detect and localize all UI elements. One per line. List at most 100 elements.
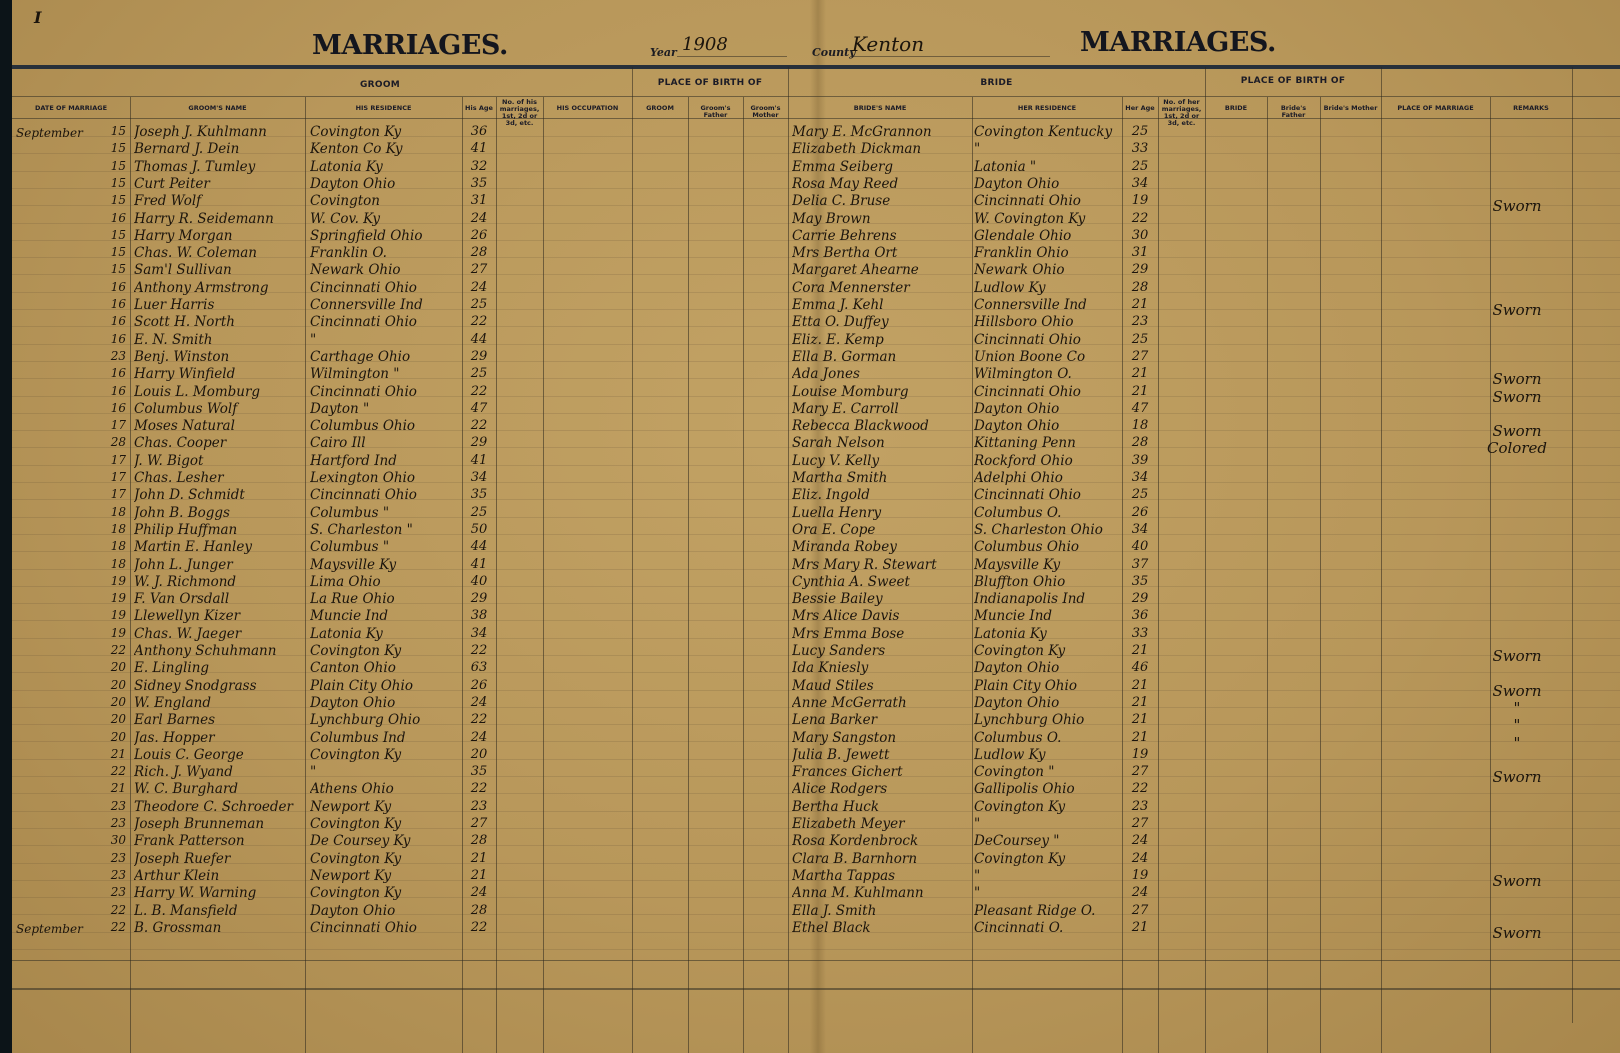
date-day: 23 [110,868,126,882]
bride-age: 25 [1131,332,1149,347]
bride-age: 25 [1131,487,1149,502]
groom-age: 24 [470,885,488,900]
bride-residence: Franklin Ohio [974,245,1069,261]
bride-age: 24 [1131,885,1149,900]
bride-residence: " [974,885,981,901]
groom-age: 27 [470,262,488,277]
bride-name: Ethel Black [792,920,871,936]
groom-name: Harry R. Seidemann [134,211,274,227]
group-header-bride-birth: PLACE OF BIRTH OF [1240,76,1346,86]
column-divider [788,67,789,1053]
bride-age: 40 [1131,539,1149,554]
remark: Colored [1487,439,1547,457]
date-day: 17 [110,453,126,467]
date-day: 20 [110,678,126,692]
groom-name: Fred Wolf [134,193,202,209]
column-divider [1490,97,1491,1053]
column-divider [1572,67,1573,1023]
remark: Sworn [1492,682,1542,700]
groom-residence: Dayton Ohio [310,695,396,711]
ruled-line [12,603,1620,604]
column-header: BRIDE [1224,104,1248,112]
column-divider [496,97,497,1053]
groom-age: 22 [470,712,488,727]
date-day: 18 [110,539,126,553]
groom-name: Louis L. Momburg [134,384,261,400]
ruled-line [12,551,1620,552]
group-header-bride: BRIDE [980,78,1013,88]
bride-name: Martha Tappas [792,868,896,884]
bride-name: Elizabeth Dickman [792,141,922,157]
bride-age: 28 [1131,280,1149,295]
bride-age: 27 [1131,816,1149,831]
bride-residence: Columbus Ohio [974,539,1080,555]
bride-name: Rosa Kordenbrock [792,833,919,849]
county-value: Kenton [852,32,925,56]
groom-name: Harry W. Warning [134,885,257,901]
bride-residence: Newark Ohio [974,262,1065,278]
groom-name: John L. Junger [134,557,233,573]
groom-age: 26 [470,678,488,693]
groom-residence: Newport Ky [310,799,392,815]
groom-name: Anthony Schuhmann [134,643,277,659]
ruled-line [12,517,1620,518]
column-divider [1158,97,1159,1053]
date-day: 23 [110,851,126,865]
bride-residence: Plain City Ohio [974,678,1077,694]
bride-age: 21 [1131,695,1149,710]
bride-name: Mary E. McGrannon [792,124,932,140]
ruled-line [12,344,1620,345]
bride-name: Mrs Alice Davis [792,608,900,624]
ruled-line [12,776,1620,777]
groom-name: Joseph Ruefer [134,851,231,867]
ruled-line [12,257,1620,258]
bride-residence: Maysville Ky [974,557,1061,573]
ruled-line [12,413,1620,414]
groom-residence: Hartford Ind [310,453,397,469]
column-header: HIS OCCUPATION [556,104,619,112]
column-divider [688,97,689,1053]
groom-age: 41 [470,141,488,156]
bride-name: Mrs Bertha Ort [792,245,898,261]
bride-residence: Latonia Ky [974,626,1047,642]
bride-residence: " [974,868,981,884]
ruled-line [12,205,1620,206]
bride-name: Ora E. Cope [792,522,876,538]
ruled-line [12,274,1620,275]
bride-residence: Columbus O. [974,730,1062,746]
remark: " [1513,716,1521,734]
bride-name: May Brown [792,211,871,227]
groom-name: Sam'l Sullivan [134,262,232,278]
bride-residence: Covington " [974,764,1055,780]
ruled-line [12,620,1620,621]
ruled-line [12,223,1620,224]
bride-name: Anne McGerrath [792,695,907,711]
bride-age: 37 [1131,557,1149,572]
groom-residence: Maysville Ky [310,557,397,573]
bride-name: Martha Smith [792,470,888,486]
ruled-line [12,309,1620,310]
column-header: DATE OF MARRIAGE [34,104,108,112]
date-day: 22 [110,643,126,657]
date-day: 30 [110,833,126,847]
ruled-line [12,863,1620,864]
bride-age: 35 [1131,574,1149,589]
groom-name: Rich. J. Wyand [134,764,233,780]
ruled-line [12,396,1620,397]
date-day: 20 [110,712,126,726]
ruled-line [12,672,1620,673]
groom-age: 35 [470,487,488,502]
bride-age: 19 [1131,747,1149,762]
groom-name: Martin E. Hanley [134,539,252,555]
groom-residence: Latonia Ky [310,626,383,642]
year-underline [677,56,787,57]
bride-residence: Indianapolis Ind [974,591,1086,607]
groom-age: 38 [470,608,488,623]
date-day: 23 [110,816,126,830]
bride-residence: Covington Kentucky [974,124,1113,140]
groom-name: F. Van Orsdall [134,591,230,607]
date-day: 15 [110,141,126,155]
remark: Sworn [1492,370,1542,388]
bride-age: 21 [1131,366,1149,381]
groom-residence: W. Cov. Ky [310,211,381,227]
